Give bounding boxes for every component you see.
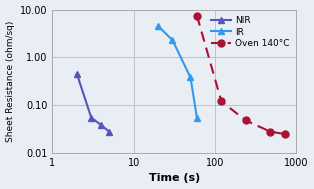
Legend: NIR, IR, Oven 140°C: NIR, IR, Oven 140°C (209, 14, 292, 50)
NIR (89, 116, 93, 119)
Line: IR: IR (155, 23, 200, 120)
X-axis label: Time (s): Time (s) (149, 174, 200, 184)
IR (195, 116, 199, 119)
NIR (100, 124, 103, 126)
IR (189, 76, 192, 79)
NIR (75, 73, 79, 75)
Oven 140°C (244, 119, 248, 122)
IR (171, 39, 174, 41)
Line: NIR: NIR (74, 71, 112, 134)
NIR (107, 131, 111, 133)
Oven 140°C (195, 14, 199, 17)
Oven 140°C (283, 133, 286, 135)
Oven 140°C (219, 100, 223, 103)
Line: Oven 140°C: Oven 140°C (193, 12, 288, 137)
IR (156, 25, 160, 27)
Y-axis label: Sheet Resistance (ohm/sq): Sheet Resistance (ohm/sq) (6, 21, 14, 142)
Oven 140°C (268, 131, 272, 133)
